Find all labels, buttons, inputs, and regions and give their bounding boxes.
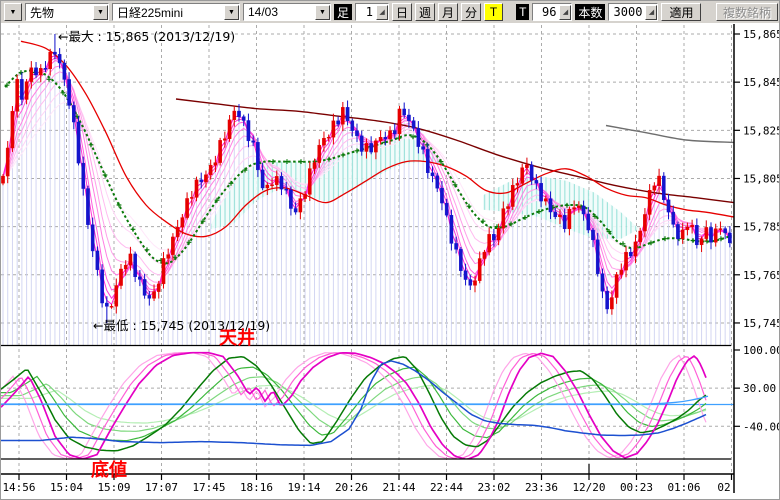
price-axis-label: 15,805 [743,172,780,185]
time-axis-label: 21:44 [382,481,415,494]
time-axis-label: 23:02 [477,481,510,494]
contract-month-value: 14/03 [248,5,279,19]
period-week-button[interactable]: 週 [415,3,436,21]
oscillator-axis-label: 100.00 [743,344,780,357]
chevron-down-icon: ▼ [9,8,17,16]
tick-count-value: 96 [541,5,557,19]
time-axis-label: 02 [717,481,730,494]
oscillator-axis-label: 30.00 [743,382,776,395]
time-axis-label: 22:44 [430,481,463,494]
period-minute-button[interactable]: 分 [461,3,482,21]
oscillator-panel [1,351,734,459]
chevron-down-icon[interactable]: ▼ [224,4,239,20]
apply-button[interactable]: 適用 [661,3,702,21]
symbol-select[interactable]: 日経225mini ▼ [112,3,240,21]
axes [1,24,740,493]
time-axis-label: 17:07 [145,481,178,494]
price-axis-label: 15,745 [743,317,780,330]
ceiling-annotation: 天井 [219,327,255,348]
axis-labels: 15,865 15,845 15,825 15,805 15,785 15,765 15,7… [2,28,780,494]
time-axis-label: 01:06 [667,481,700,494]
leading-dropdown-button[interactable]: ▼ [4,3,22,21]
chart-area[interactable]: 15,865 15,845 15,825 15,805 15,785 15,765 15,7… [1,23,780,500]
ashi-label-chip: 足 [334,4,353,20]
time-axis-label: 14:56 [2,481,35,494]
ashi-interval-stepper[interactable]: 1 ◢ [355,3,390,21]
time-axis-label: 19:14 [287,481,320,494]
oscillator-axis-label: -40.00 [743,420,780,433]
stepper-icon[interactable]: ◢ [645,4,658,20]
market-select[interactable]: 先物 ▼ [25,3,109,21]
time-axis-label: 00:23 [620,481,653,494]
chevron-down-icon[interactable]: ▼ [93,4,108,20]
time-axis-label: 20:26 [335,481,368,494]
annotations: ←最大 : 15,865 (2013/12/19) ←最低 : 15,745 (2… [58,29,270,480]
max-annotation: ←最大 : 15,865 (2013/12/19) [58,29,235,44]
stepper-icon[interactable]: ◢ [376,4,389,20]
market-select-value: 先物 [30,5,55,20]
multi-symbol-button[interactable]: 複数銘柄 [715,3,778,21]
price-axis-label: 15,785 [743,221,780,234]
price-axis-label: 15,845 [743,76,780,89]
time-axis-label: 12/20 [572,481,605,494]
tick-count-stepper[interactable]: 96 ◢ [532,3,573,21]
period-tick-button[interactable]: T [484,3,504,21]
chevron-down-icon[interactable]: ▼ [315,4,330,20]
bottom-annotation: 底値 [91,459,127,480]
price-axis-label: 15,865 [743,28,780,41]
bar-count-stepper[interactable]: 3000 ◢ [608,3,659,21]
price-axis-label: 15,765 [743,269,780,282]
candles [1,34,732,323]
bar-count-label-chip: 本数 [575,4,606,20]
period-month-button[interactable]: 月 [438,3,459,21]
time-axis-label: 15:04 [50,481,83,494]
symbol-select-value: 日経225mini [117,5,184,20]
ashi-interval-value: 1 [365,5,374,19]
min-annotation: ←最低 : 15,745 (2013/12/19) [93,318,270,333]
tick-label-chip: T [516,4,530,20]
contract-month-select[interactable]: 14/03 ▼ [243,3,331,21]
time-axis-label: 23:36 [525,481,558,494]
bar-count-value: 3000 [613,5,643,19]
time-axis-label: 15:09 [97,481,130,494]
period-day-button[interactable]: 日 [392,3,413,21]
time-axis-label: 17:45 [192,481,225,494]
time-axis-label: 18:16 [240,481,273,494]
price-axis-label: 15,825 [743,124,780,137]
candlestick-chart-canvas[interactable]: 15,865 15,845 15,825 15,805 15,785 15,765 15,7… [1,23,780,500]
stepper-icon[interactable]: ◢ [559,4,572,20]
toolbar: ▼ 先物 ▼ 日経225mini ▼ 14/03 ▼ 足 1 ◢ 日 週 月 分… [1,1,779,23]
